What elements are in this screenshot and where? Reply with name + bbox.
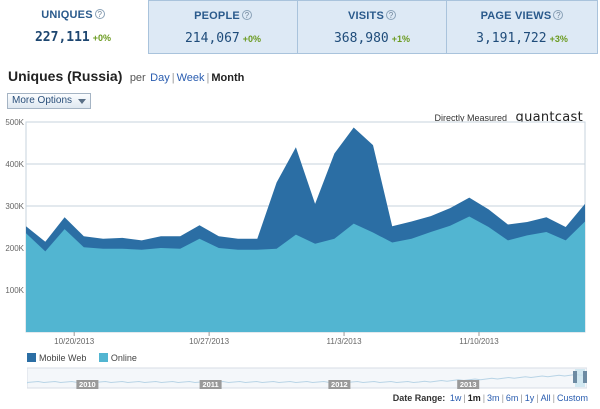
range-all-link[interactable]: All bbox=[540, 393, 551, 403]
tab-page-views[interactable]: PAGE VIEWS? 3,191,722 +3% bbox=[446, 0, 598, 54]
y-tick-label: 200K bbox=[5, 244, 24, 253]
per-label: per bbox=[129, 72, 146, 84]
chart-heading: Uniques (Russia) per Day | Week | Month bbox=[8, 68, 244, 86]
date-range-selector: Date Range: 1w | 1m | 3m | 6m | 1y | All | Custom bbox=[392, 393, 588, 403]
y-tick-label: 300K bbox=[5, 202, 24, 211]
tab-label: PAGE VIEWS? bbox=[447, 10, 597, 22]
help-icon[interactable]: ? bbox=[94, 9, 105, 19]
navigator-year-tag bbox=[199, 380, 222, 389]
navigator-left-handle bbox=[573, 371, 577, 383]
help-icon[interactable]: ? bbox=[386, 10, 397, 20]
x-tick-label: 11/10/2013 bbox=[459, 337, 499, 346]
range-1y-link[interactable]: 1y bbox=[524, 393, 535, 403]
tab-label: PEOPLE? bbox=[149, 10, 297, 22]
range-3m-link[interactable]: 3m bbox=[487, 393, 500, 403]
period-separator: | bbox=[171, 72, 175, 84]
chart-title: Uniques (Russia) bbox=[8, 68, 123, 84]
range-6m-link[interactable]: 6m bbox=[505, 393, 519, 403]
y-tick-label: 100K bbox=[5, 286, 24, 295]
more-options-button[interactable]: More Options bbox=[7, 93, 92, 109]
navigator-year-label: 2013 bbox=[460, 380, 477, 389]
navigator-year-label: 2010 bbox=[79, 380, 96, 389]
x-tick-label: 10/20/2013 bbox=[54, 337, 95, 346]
timeline-navigator[interactable]: 2010 2011 2012 2013 bbox=[27, 366, 587, 390]
period-week-link[interactable]: Week bbox=[176, 72, 205, 84]
navigator-year-label: 2011 bbox=[202, 380, 218, 389]
navigator-year-tag bbox=[328, 380, 351, 389]
navigator-overview-line bbox=[27, 373, 587, 384]
tab-value: 3,191,722 bbox=[476, 31, 547, 46]
tab-value: 214,067 bbox=[184, 31, 240, 46]
navigator-year-tag bbox=[457, 380, 480, 389]
date-range-label: Date Range: bbox=[392, 393, 446, 403]
range-1w-link[interactable]: 1w bbox=[449, 393, 462, 403]
measurement-note: Directly Measured quantcast bbox=[435, 108, 583, 126]
x-tick-label: 11/3/2013 bbox=[327, 337, 363, 346]
help-icon[interactable]: ? bbox=[553, 10, 564, 20]
tab-change: +1% bbox=[391, 34, 411, 44]
legend-swatch bbox=[98, 353, 108, 362]
period-day-link[interactable]: Day bbox=[150, 72, 170, 84]
tab-uniques[interactable]: UNIQUES? 227,111 +0% bbox=[0, 0, 146, 54]
tab-value: 227,111 bbox=[34, 30, 90, 45]
tab-visits[interactable]: VISITS? 368,980 +1% bbox=[297, 0, 447, 54]
tab-label: VISITS? bbox=[298, 10, 446, 22]
x-tick-label: 10/27/2013 bbox=[189, 337, 230, 346]
caret-down-icon bbox=[78, 99, 87, 104]
tab-change: +3% bbox=[549, 34, 568, 44]
directly-measured-text: Directly Measured bbox=[434, 113, 508, 123]
quantcast-logo: quantcast bbox=[515, 110, 583, 125]
navigator-year-label: 2012 bbox=[331, 380, 348, 389]
navigator-year-tag bbox=[76, 380, 99, 389]
tab-change: +0% bbox=[92, 33, 112, 43]
chart-legend: Mobile Web Online bbox=[27, 353, 147, 363]
y-tick-label: 500K bbox=[5, 118, 24, 127]
tab-label: UNIQUES? bbox=[0, 9, 146, 21]
range-custom-link[interactable]: Custom bbox=[556, 393, 588, 403]
tab-change: +0% bbox=[242, 34, 262, 44]
navigator-right-handle bbox=[583, 371, 587, 383]
help-icon[interactable]: ? bbox=[241, 10, 252, 20]
legend-item-mobile-web[interactable]: Mobile Web bbox=[27, 353, 86, 363]
period-separator: | bbox=[206, 72, 210, 84]
uniques-area-chart[interactable]: 100K 200K 300K 400K 500K 10/20/2013 10/27/2013… bbox=[0, 112, 600, 350]
legend-swatch bbox=[27, 353, 36, 362]
metric-tabs: UNIQUES? 227,111 +0% PEOPLE? 214,067 +0% V… bbox=[0, 0, 600, 56]
tab-people[interactable]: PEOPLE? 214,067 +0% bbox=[148, 0, 298, 54]
navigator-track bbox=[27, 367, 587, 389]
area-online bbox=[26, 216, 585, 332]
period-month-link[interactable]: Month bbox=[211, 72, 245, 84]
tab-value: 368,980 bbox=[333, 31, 389, 46]
more-options-label: More Options bbox=[12, 95, 73, 106]
range-1m-link[interactable]: 1m bbox=[467, 393, 481, 403]
legend-item-online[interactable]: Online bbox=[98, 353, 137, 363]
y-tick-label: 400K bbox=[5, 160, 24, 169]
navigator-selection bbox=[575, 369, 585, 387]
